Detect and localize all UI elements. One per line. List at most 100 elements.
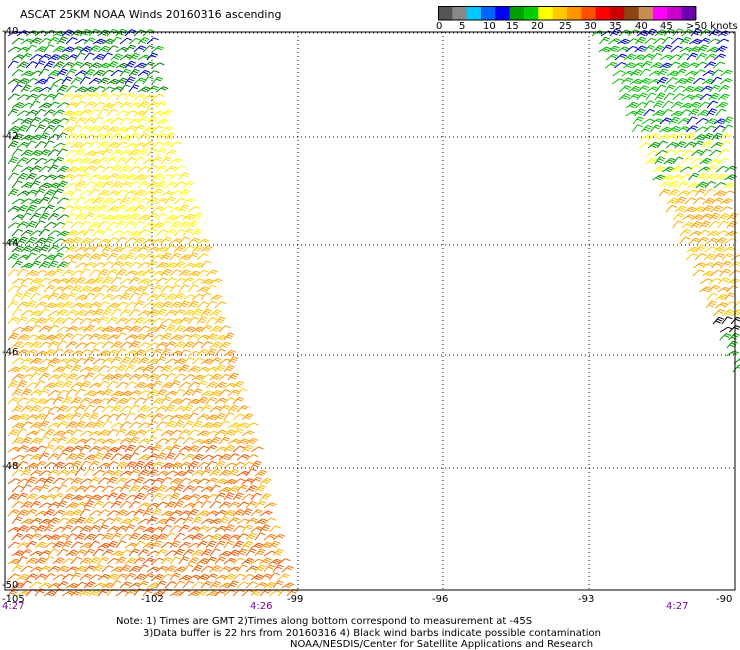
lat-label: -46 xyxy=(2,347,19,358)
wind-barb xyxy=(169,269,182,277)
wind-barb xyxy=(191,438,205,445)
wind-barb xyxy=(142,508,154,517)
wind-barb xyxy=(83,134,97,141)
wind-barb xyxy=(115,173,129,181)
wind-barb xyxy=(11,469,24,477)
wind-barb xyxy=(70,509,83,517)
wind-barb xyxy=(88,125,101,133)
wind-barb xyxy=(726,350,740,357)
wind-barb xyxy=(25,236,38,245)
wind-barb xyxy=(38,372,50,381)
wind-barb xyxy=(205,381,218,389)
wind-barb xyxy=(173,325,186,333)
wind-barb xyxy=(196,253,209,261)
wind-barb xyxy=(79,109,92,117)
wind-barb xyxy=(182,534,196,541)
wind-barb xyxy=(656,140,668,149)
wind-barb xyxy=(7,172,19,181)
wind-barb xyxy=(11,516,23,525)
wind-barb xyxy=(70,221,83,229)
wind-barb xyxy=(34,124,46,133)
wind-barb xyxy=(173,436,185,445)
wind-barb xyxy=(649,124,662,133)
wind-barb xyxy=(169,414,183,421)
wind-barb xyxy=(142,94,156,101)
wind-barb xyxy=(29,212,41,221)
wind-barb xyxy=(83,437,97,445)
wind-barb xyxy=(128,212,141,221)
wind-barb xyxy=(29,165,42,173)
wind-barb xyxy=(119,181,132,189)
wind-barb xyxy=(160,220,172,229)
wind-barb xyxy=(200,422,214,429)
wind-barb xyxy=(115,253,129,261)
wind-barb xyxy=(119,356,132,365)
wind-barb xyxy=(173,181,186,189)
wind-barb xyxy=(178,445,192,453)
wind-barb xyxy=(38,196,50,205)
wind-barb xyxy=(133,429,146,437)
wind-barb xyxy=(70,477,83,485)
map-title: ASCAT 25KM NOAA Winds 20160316 ascending xyxy=(20,8,282,21)
wind-barb xyxy=(155,86,169,93)
wind-barb xyxy=(115,444,128,453)
wind-barb xyxy=(52,396,64,405)
wind-barb xyxy=(191,485,204,493)
wind-barb xyxy=(16,428,28,437)
wind-barb xyxy=(196,478,210,485)
wind-barb xyxy=(245,517,259,525)
wind-barb xyxy=(74,342,88,349)
wind-barb xyxy=(38,502,52,509)
wind-barb xyxy=(151,156,163,165)
wind-barb xyxy=(52,268,64,277)
wind-barb xyxy=(694,188,706,197)
wind-barb xyxy=(196,413,210,421)
wind-barb xyxy=(214,316,226,325)
wind-barb xyxy=(47,437,60,445)
wind-barb xyxy=(164,293,177,301)
wind-barb xyxy=(101,148,113,157)
wind-barb xyxy=(47,36,60,45)
wind-barb xyxy=(115,556,127,565)
wind-barb xyxy=(97,141,110,149)
wind-barb xyxy=(20,212,32,221)
wind-barb xyxy=(7,300,19,309)
wind-barb xyxy=(191,228,203,237)
wind-barb xyxy=(250,460,262,469)
wind-barb xyxy=(146,148,158,157)
wind-barb xyxy=(52,174,66,181)
wind-barb xyxy=(223,364,235,373)
wind-barb xyxy=(25,493,38,501)
wind-barb xyxy=(169,398,183,405)
wind-barb xyxy=(169,572,181,581)
wind-barb xyxy=(56,68,68,77)
wind-barb xyxy=(52,302,66,309)
wind-barb xyxy=(178,429,191,437)
wind-barb xyxy=(268,572,280,581)
wind-barb xyxy=(56,84,69,93)
wind-barb xyxy=(11,422,25,429)
wind-barb xyxy=(92,469,105,477)
wind-barb xyxy=(61,510,75,517)
wind-barb xyxy=(178,334,192,341)
wind-barb xyxy=(214,301,227,309)
wind-barb xyxy=(182,326,196,333)
wind-barb xyxy=(97,108,109,117)
wind-barb xyxy=(173,309,186,317)
wind-barb xyxy=(88,445,102,453)
wind-barb xyxy=(106,492,118,501)
wind-barb xyxy=(178,524,191,533)
wind-barb xyxy=(61,173,75,181)
colorbar-tick-label: 40 xyxy=(635,21,648,32)
wind-barb xyxy=(92,38,106,45)
wind-barb xyxy=(61,477,74,485)
wind-barb xyxy=(79,252,92,261)
wind-barb xyxy=(20,117,34,125)
wind-barb xyxy=(187,445,200,453)
wind-barb xyxy=(169,380,181,389)
wind-barb xyxy=(25,508,38,517)
wind-barb xyxy=(146,502,160,509)
wind-barb xyxy=(65,37,78,45)
wind-barb xyxy=(38,325,51,333)
wind-barb xyxy=(115,236,128,245)
